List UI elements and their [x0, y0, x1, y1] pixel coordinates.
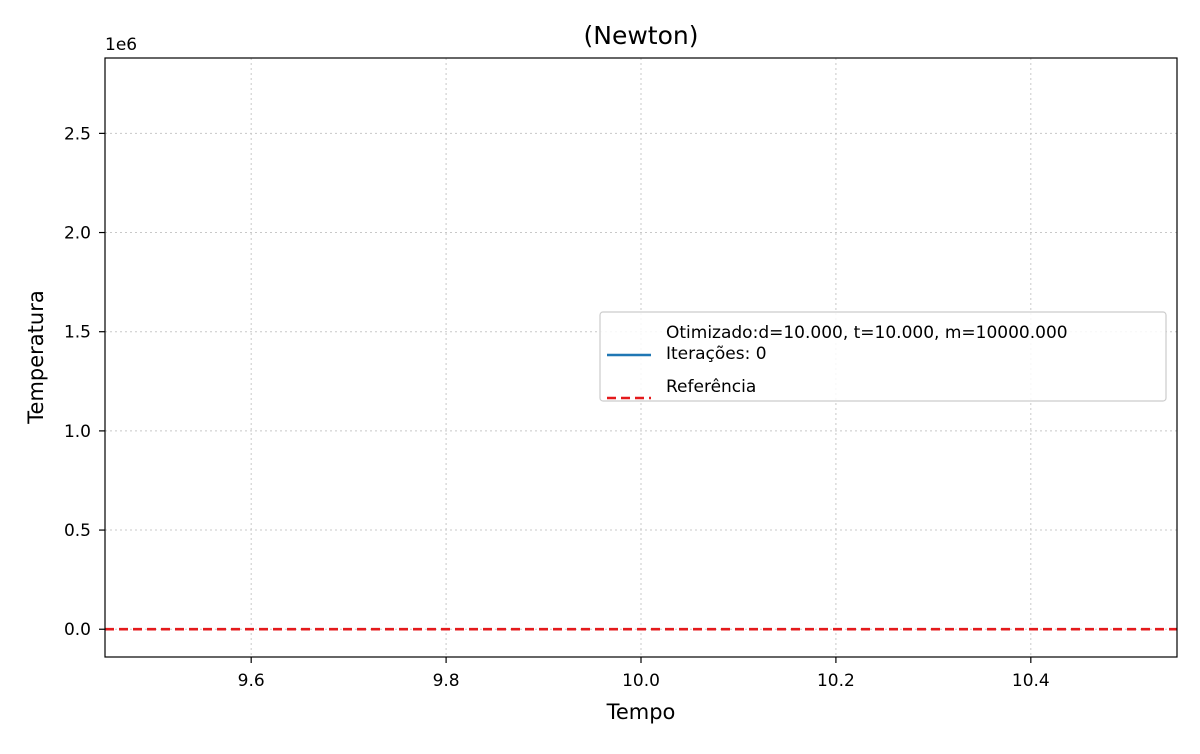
y-tick-label: 1.5: [64, 323, 91, 343]
x-tick-label: 10.0: [622, 671, 660, 691]
x-tick-label: 9.6: [238, 671, 265, 691]
x-tick-label: 10.2: [817, 671, 855, 691]
legend: Otimizado:d=10.000, t=10.000, m=10000.00…: [599, 311, 1167, 402]
y-tick-label: 2.5: [64, 124, 91, 144]
legend-label: Otimizado:d=10.000, t=10.000, m=10000.00…: [666, 323, 1068, 343]
x-tick-label: 9.8: [433, 671, 460, 691]
y-axis-label: Temperatura: [24, 290, 48, 424]
x-axis-label: Tempo: [606, 700, 676, 724]
x-tick-label: 10.4: [1012, 671, 1050, 691]
y-tick-label: 1.0: [64, 422, 91, 442]
legend-box: [599, 311, 1167, 402]
axis-ticks: 9.6 9.8 10.0 10.2 10.4 0.0 0.5 1.0 1.5 2.0 2.5: [64, 124, 1050, 691]
legend-label: Referência: [666, 377, 756, 397]
y-axis-offset-label: 1e6: [105, 35, 137, 55]
y-tick-label: 2.0: [64, 224, 91, 244]
legend-label: Iterações: 0: [666, 344, 767, 364]
chart-title: (Newton): [584, 21, 699, 50]
y-tick-label: 0.5: [64, 521, 91, 541]
y-tick-label: 0.0: [64, 620, 91, 640]
